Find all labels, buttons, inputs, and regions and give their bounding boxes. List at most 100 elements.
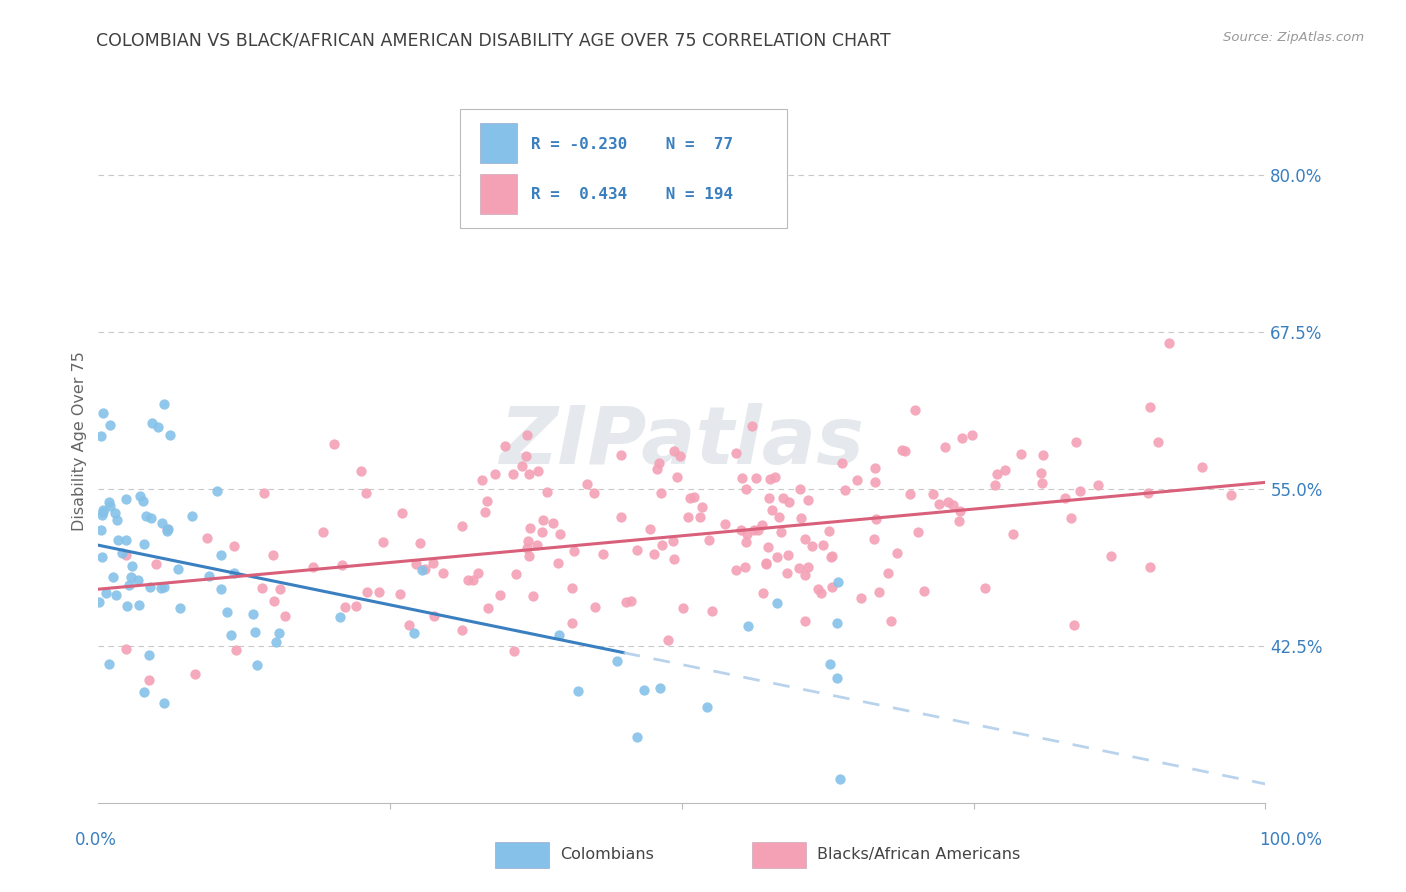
Point: [775, 566, 797, 581]
Point: [98, 657, 121, 672]
Point: [461, 573, 484, 587]
Point: [768, 510, 790, 524]
Point: [457, 573, 479, 587]
Point: [831, 456, 853, 470]
Point: [132, 493, 155, 508]
Point: [128, 598, 150, 612]
Text: Blacks/African Americans: Blacks/African Americans: [817, 847, 1021, 863]
Point: [648, 681, 671, 696]
Point: [797, 560, 820, 574]
Point: [222, 539, 245, 553]
Point: [302, 559, 325, 574]
Point: [115, 491, 138, 506]
Point: [135, 508, 157, 523]
Point: [1066, 435, 1088, 450]
Point: [91, 505, 114, 519]
Point: [432, 566, 454, 581]
Point: [582, 485, 605, 500]
Point: [516, 541, 538, 555]
Point: [737, 619, 759, 633]
Point: [794, 532, 817, 546]
Point: [936, 495, 959, 509]
Point: [391, 506, 413, 520]
Point: [734, 560, 756, 574]
Point: [121, 559, 143, 574]
Point: [115, 533, 138, 547]
Point: [519, 520, 541, 534]
Point: [132, 537, 155, 551]
Point: [505, 566, 527, 581]
Point: [530, 524, 553, 539]
Point: [205, 483, 228, 498]
Point: [672, 600, 695, 615]
Point: [787, 561, 810, 575]
Point: [758, 471, 780, 485]
Point: [536, 485, 558, 500]
Point: [153, 396, 176, 410]
Text: Colombians: Colombians: [561, 847, 654, 863]
Point: [1139, 400, 1161, 414]
Point: [863, 532, 886, 546]
Point: [668, 449, 690, 463]
Point: [745, 470, 768, 484]
Point: [755, 558, 778, 572]
Point: [647, 456, 669, 470]
Point: [367, 584, 389, 599]
Point: [898, 487, 921, 501]
Point: [87, 595, 110, 609]
Point: [225, 643, 247, 657]
Point: [104, 506, 127, 520]
Point: [132, 685, 155, 699]
Point: [827, 616, 849, 631]
Point: [141, 510, 163, 524]
Point: [1031, 475, 1053, 490]
Point: [769, 524, 792, 539]
Point: [423, 609, 446, 624]
Point: [751, 518, 773, 533]
FancyBboxPatch shape: [495, 842, 548, 868]
Point: [411, 563, 433, 577]
Point: [222, 566, 245, 580]
Point: [962, 428, 984, 442]
Point: [744, 524, 766, 538]
Point: [907, 524, 929, 539]
Point: [942, 498, 965, 512]
Point: [734, 482, 756, 496]
Point: [689, 510, 711, 524]
Point: [312, 524, 335, 539]
Point: [948, 514, 970, 528]
Point: [409, 536, 432, 550]
Point: [1010, 446, 1032, 460]
Point: [650, 486, 672, 500]
Point: [818, 657, 841, 671]
Point: [651, 538, 673, 552]
Point: [1099, 549, 1122, 563]
Point: [181, 509, 204, 524]
Point: [696, 700, 718, 714]
Point: [567, 683, 589, 698]
Point: [863, 475, 886, 490]
Text: 0.0%: 0.0%: [75, 831, 117, 849]
Point: [526, 538, 548, 552]
Point: [120, 570, 142, 584]
Point: [643, 548, 665, 562]
Point: [541, 516, 564, 531]
Point: [620, 593, 643, 607]
Point: [250, 582, 273, 596]
Point: [994, 463, 1017, 477]
Point: [547, 556, 569, 570]
Point: [547, 627, 569, 641]
Point: [657, 632, 679, 647]
Point: [246, 658, 269, 673]
Text: Source: ZipAtlas.com: Source: ZipAtlas.com: [1223, 31, 1364, 45]
Point: [776, 548, 799, 562]
Point: [894, 444, 917, 458]
Point: [662, 552, 685, 566]
Point: [821, 581, 844, 595]
Point: [697, 533, 720, 548]
Point: [763, 470, 786, 484]
Point: [811, 538, 834, 552]
Point: [879, 614, 901, 628]
Point: [474, 505, 496, 519]
Point: [827, 574, 849, 589]
